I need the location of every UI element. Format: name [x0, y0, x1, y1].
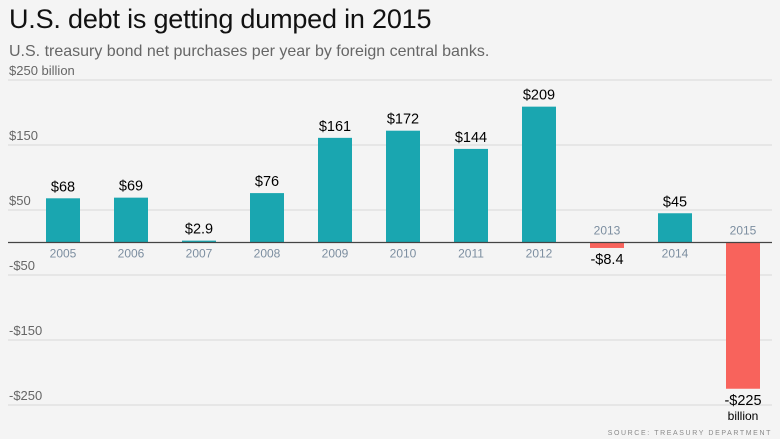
- data-label: $172: [387, 112, 419, 128]
- data-label: $68: [51, 179, 75, 195]
- data-label: $76: [255, 174, 279, 190]
- x-tick-label: 2005: [50, 247, 77, 261]
- bar-2015: [726, 242, 760, 389]
- y-tick-label: -$50: [9, 258, 35, 273]
- bar-2013: [590, 242, 624, 248]
- data-label: -$8.4: [590, 252, 623, 268]
- chart-title: U.S. debt is getting dumped in 2015: [9, 4, 432, 34]
- chart-subtitle: U.S. treasury bond net purchases per yea…: [9, 43, 490, 60]
- bar-2012: [522, 106, 556, 243]
- y-tick-label: $50: [9, 193, 31, 208]
- bar-2007: [182, 240, 216, 243]
- y-tick-label: $250 billion: [9, 63, 75, 78]
- bar-2006: [114, 197, 148, 243]
- source-note: SOURCE: TREASURY DEPARTMENT: [607, 430, 772, 437]
- y-tick-label: $150: [9, 128, 38, 143]
- y-tick-label: -$250: [9, 388, 42, 403]
- bar-2005: [46, 198, 80, 243]
- x-tick-label: 2010: [390, 247, 417, 261]
- x-tick-label: 2007: [186, 247, 213, 261]
- x-tick-label: 2008: [254, 247, 281, 261]
- data-label: -$225: [724, 393, 761, 409]
- data-label: $144: [455, 130, 487, 146]
- data-label: $209: [523, 88, 555, 104]
- x-tick-label: 2006: [118, 247, 145, 261]
- data-label: $69: [119, 179, 143, 195]
- x-tick-label: 2013: [594, 224, 621, 238]
- y-tick-label: -$150: [9, 323, 42, 338]
- bar-2008: [250, 193, 284, 243]
- data-label: $161: [319, 119, 351, 135]
- bar-2010: [386, 130, 420, 243]
- x-tick-label: 2012: [526, 247, 553, 261]
- bar-2011: [454, 148, 488, 243]
- data-label: $45: [663, 194, 687, 210]
- data-label: $2.9: [185, 222, 213, 238]
- x-tick-label: 2015: [730, 224, 757, 238]
- bar-2014: [658, 213, 692, 243]
- data-label-unit: billion: [728, 409, 759, 423]
- x-tick-label: 2011: [458, 247, 484, 261]
- x-tick-label: 2014: [662, 247, 689, 261]
- bar-2009: [318, 137, 352, 243]
- x-tick-label: 2009: [322, 247, 349, 261]
